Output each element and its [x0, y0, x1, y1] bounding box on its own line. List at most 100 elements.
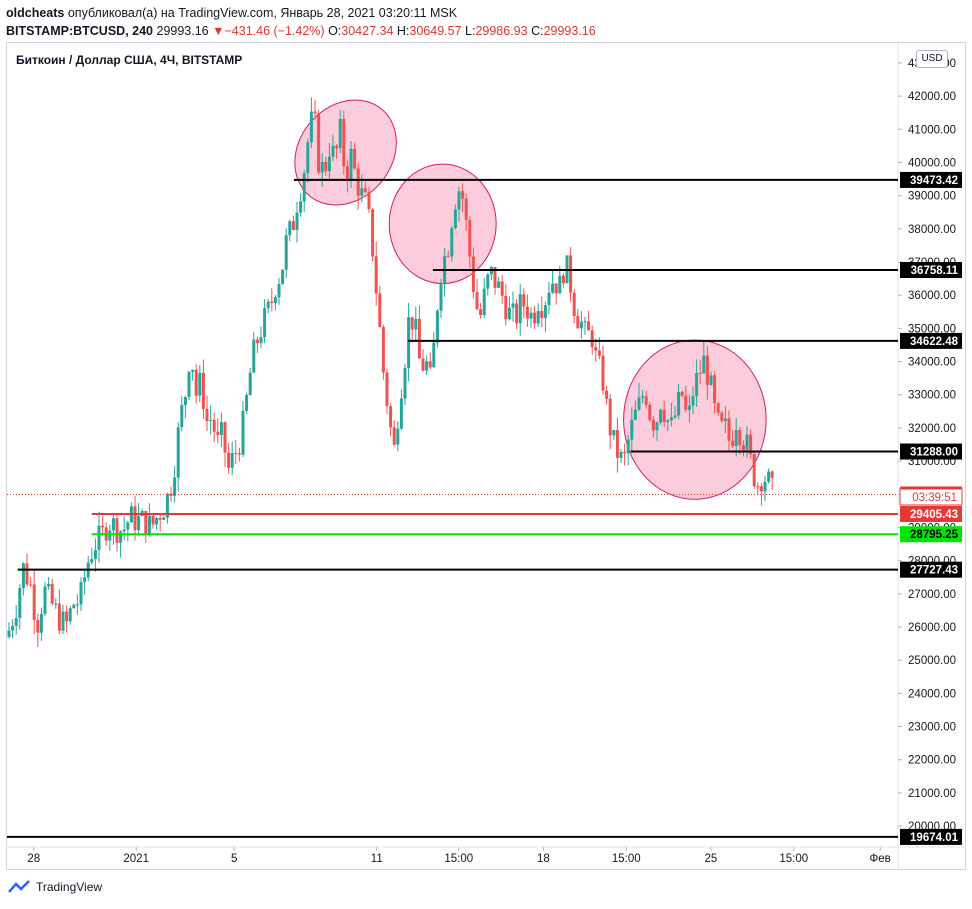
candle-body: [677, 391, 681, 416]
candle-body: [335, 145, 339, 149]
candle-body: [216, 431, 220, 435]
candle-body: [659, 409, 663, 423]
candle-body: [378, 293, 382, 328]
candle-body: [468, 219, 472, 257]
candle-body: [277, 283, 281, 298]
candle-body: [421, 358, 425, 371]
candle-body: [61, 611, 65, 631]
candle-body: [93, 549, 97, 559]
candle-body: [90, 558, 94, 563]
symbol-interval: BITSTAMP:BTCUSD, 240: [6, 24, 154, 38]
candle-body: [504, 295, 508, 320]
level-badge-label: 28795.25: [910, 529, 959, 541]
candle-body: [198, 372, 202, 396]
candle-body: [669, 417, 673, 421]
candle-body: [39, 613, 43, 633]
candle-body: [648, 404, 652, 420]
candle-body: [403, 368, 407, 399]
candle-body: [637, 397, 641, 410]
candle-body: [734, 430, 738, 447]
candle-body: [716, 403, 720, 413]
candle-body: [122, 529, 126, 532]
candle-body: [302, 173, 306, 202]
level-badge-bg: [900, 262, 962, 279]
level-price-badge: 28795.25: [900, 526, 962, 543]
candle-body: [594, 347, 598, 351]
level-badge-bg: [900, 526, 962, 543]
last-price: 29993.16: [156, 24, 209, 38]
candle-body: [21, 563, 25, 589]
candle-body: [576, 316, 580, 329]
level-badge-label: 31288.00: [910, 447, 958, 459]
candle-body: [111, 518, 115, 531]
candle-body: [223, 422, 227, 453]
candle-body: [475, 291, 479, 310]
candle-body: [601, 355, 605, 391]
candle-body: [507, 307, 511, 320]
candle-body: [587, 321, 591, 331]
candle-body: [543, 305, 547, 318]
candle-body: [525, 306, 529, 319]
candle-body: [7, 630, 11, 637]
chart-legend-title: Биткоин / Доллар США, 4Ч, BITSTAMP: [16, 53, 243, 67]
candle-body: [417, 318, 421, 359]
candle-body: [295, 212, 299, 230]
candle-body: [331, 145, 335, 157]
candle-body: [720, 412, 724, 422]
x-tick-label: 15:00: [444, 853, 473, 865]
candle-body: [428, 361, 432, 368]
candle-body: [317, 113, 321, 173]
high-value: 30649.57: [409, 24, 462, 38]
candle-body: [54, 603, 58, 605]
candle-body: [619, 451, 623, 458]
candle-body: [612, 430, 616, 436]
candle-body: [227, 452, 231, 468]
candle-body: [374, 256, 378, 294]
candle-body: [763, 481, 767, 492]
y-tick-label: 34000.00: [908, 357, 956, 369]
y-tick-label: 33000.00: [908, 390, 956, 402]
level-badge-bg: [900, 561, 962, 578]
x-tick-label: 2021: [123, 853, 149, 865]
candle-body: [471, 256, 475, 292]
candle-body: [281, 269, 285, 284]
candle-body: [306, 142, 310, 174]
footer-brand[interactable]: TradingView: [8, 880, 102, 894]
candle-body: [270, 301, 274, 303]
highlight-ellipse[interactable]: [623, 339, 767, 500]
candle-body: [75, 604, 79, 606]
level-price-badge: 36758.11: [900, 262, 962, 279]
candle-body: [723, 418, 727, 422]
candle-body: [738, 430, 742, 446]
candle-body: [515, 303, 519, 324]
candle-body: [590, 330, 594, 348]
candle-body: [205, 408, 209, 422]
candle-body: [741, 445, 745, 451]
level-badge-label: 19674.01: [910, 832, 959, 844]
candle-body: [50, 583, 54, 604]
x-tick-label: 5: [231, 853, 237, 865]
highlight-ellipse[interactable]: [388, 163, 497, 285]
level-price-badge: 27727.43: [900, 561, 962, 578]
candle-body: [183, 397, 187, 406]
candle-body: [752, 454, 756, 487]
candle-body: [522, 294, 526, 307]
candle-body: [57, 603, 61, 631]
y-tick-label: 22000.00: [908, 755, 956, 767]
candle-body: [680, 391, 684, 396]
candle-body: [72, 604, 76, 609]
candle-body: [561, 275, 565, 284]
candle-body: [11, 625, 15, 631]
candle-body: [79, 582, 83, 605]
level-price-badge: 19674.01: [900, 828, 962, 845]
price-change: −431.46 (−1.42%): [224, 24, 325, 38]
y-tick-label: 25000.00: [908, 655, 956, 667]
candle-body: [187, 371, 191, 398]
level-badge-label: 29405.43: [910, 509, 958, 521]
candle-body: [291, 221, 295, 230]
author-name[interactable]: oldcheats: [6, 6, 65, 20]
candle-body: [446, 255, 450, 257]
currency-button[interactable]: USD: [916, 50, 948, 68]
candle-body: [551, 283, 555, 293]
